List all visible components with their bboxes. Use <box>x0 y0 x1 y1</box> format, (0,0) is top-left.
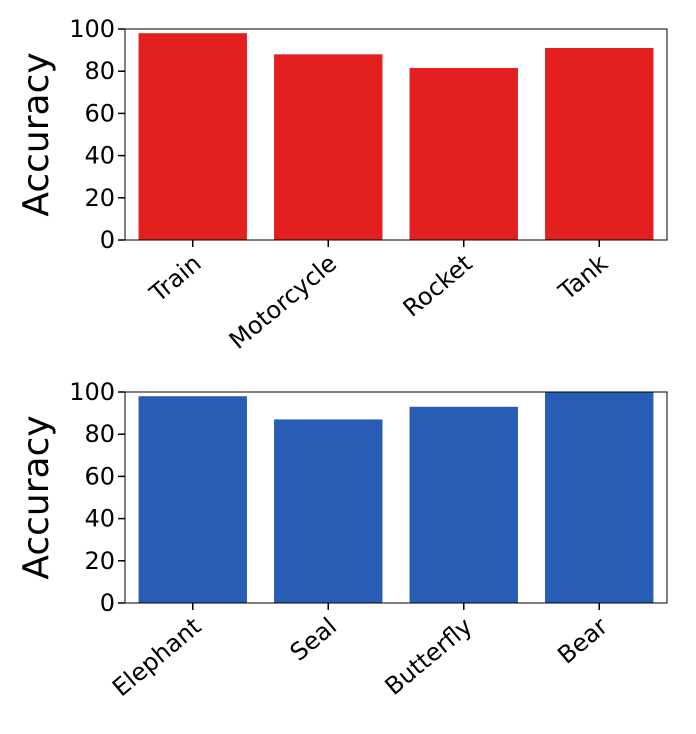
y-tick-label: 40 <box>84 505 115 533</box>
bar-bear <box>545 392 654 603</box>
y-axis-ticks: 0 20 40 60 80 100 <box>69 15 125 254</box>
x-tick-label-motorcycle: Motorcycle <box>224 249 342 355</box>
bar-train <box>138 33 247 240</box>
x-axis-categories: Elephant Seal Butterfly Bear <box>107 603 613 702</box>
bar-rocket <box>409 68 518 240</box>
x-tick-label-tank: Tank <box>553 249 614 306</box>
y-tick-label: 20 <box>84 547 115 575</box>
y-tick-label: 40 <box>84 142 115 170</box>
y-tick-label: 60 <box>84 99 115 127</box>
y-tick-label: 0 <box>100 589 115 617</box>
x-tick-label-train: Train <box>144 249 207 308</box>
bars <box>138 33 654 240</box>
y-tick-label: 80 <box>84 420 115 448</box>
x-tick-label-elephant: Elephant <box>107 612 206 702</box>
x-tick-label-rocket: Rocket <box>398 249 478 322</box>
x-axis-categories: Train Motorcycle Rocket Tank <box>144 240 613 355</box>
bar-motorcycle <box>274 54 383 240</box>
y-tick-label: 100 <box>69 378 115 406</box>
y-tick-label: 0 <box>100 226 115 254</box>
bar-seal <box>274 419 383 603</box>
bars <box>138 392 654 603</box>
y-axis-label: Accuracy <box>16 415 57 579</box>
y-tick-label: 60 <box>84 462 115 490</box>
chart-panel-2: 0 20 40 60 80 100 Elephant Seal Butterfly Bear Acc… <box>16 378 668 702</box>
y-axis-ticks: 0 20 40 60 80 100 <box>69 378 125 617</box>
bar-tank <box>545 47 654 240</box>
y-tick-label: 80 <box>84 57 115 85</box>
bar-elephant <box>138 396 247 603</box>
plot-frame <box>124 28 668 241</box>
x-tick-label-seal: Seal <box>285 612 342 666</box>
x-tick-label-butterfly: Butterfly <box>380 612 478 701</box>
plot-frame <box>124 391 668 604</box>
y-axis-label: Accuracy <box>16 52 57 216</box>
y-tick-label: 20 <box>84 184 115 212</box>
bar-butterfly <box>409 406 518 603</box>
y-tick-label: 100 <box>69 15 115 43</box>
chart-panel-1: 0 20 40 60 80 100 Train Motorcycle Rocket Tank Acc… <box>16 15 668 355</box>
x-tick-label-bear: Bear <box>552 612 613 669</box>
